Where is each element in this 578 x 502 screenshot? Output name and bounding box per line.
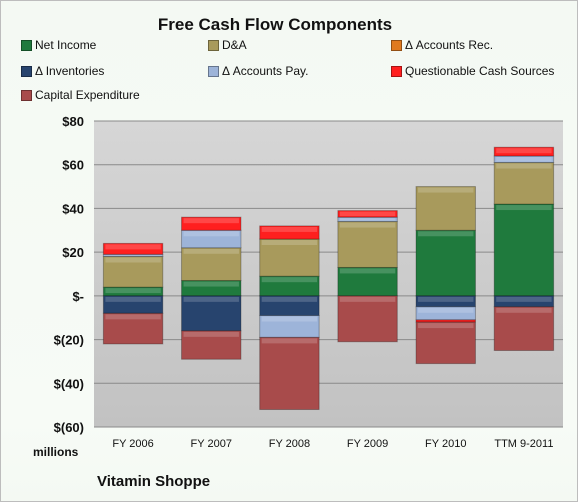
y-tick-label: $- xyxy=(72,289,84,304)
legend-label: Δ Accounts Rec. xyxy=(405,38,494,52)
legend-swatch xyxy=(391,40,402,51)
legend-swatch xyxy=(391,66,402,77)
chart-title: Free Cash Flow Components xyxy=(157,15,393,34)
y-axis-units-label: millions xyxy=(33,445,79,459)
bar-segment-highlight xyxy=(183,231,239,237)
bar-segment-highlight xyxy=(418,296,474,302)
bar-segment-highlight xyxy=(418,323,474,329)
bar-segment xyxy=(415,321,476,365)
bar-segment-highlight xyxy=(105,288,161,294)
bar-segment-highlight xyxy=(105,257,161,263)
bar-segment xyxy=(102,312,164,345)
bar-segment xyxy=(493,203,555,297)
bar-segment xyxy=(415,229,476,297)
bar-segment xyxy=(337,221,398,268)
bar-segment xyxy=(181,247,242,282)
legend-swatch xyxy=(21,40,32,51)
bar-segment-highlight xyxy=(496,163,552,169)
bar-segment-highlight xyxy=(418,307,474,313)
bar-segment-highlight xyxy=(183,218,239,224)
bar-segment xyxy=(259,225,320,240)
x-tick-label: FY 2009 xyxy=(347,438,388,450)
bar-segment xyxy=(181,216,242,231)
bar-segment-highlight xyxy=(261,277,318,283)
bar-segment-highlight xyxy=(261,296,318,302)
bar-segment xyxy=(259,238,320,277)
bar-segment-highlight xyxy=(339,296,396,302)
bar-segment-highlight xyxy=(261,316,318,322)
bar-segment xyxy=(102,256,164,288)
x-tick-label: FY 2007 xyxy=(191,438,232,450)
bar-segment-highlight xyxy=(105,314,161,320)
bar-segment-highlight xyxy=(339,222,396,228)
x-tick-label: FY 2006 xyxy=(112,438,153,450)
legend-swatch xyxy=(21,90,32,101)
legend-swatch xyxy=(208,66,219,77)
bar-segment xyxy=(493,306,555,351)
bar-segment-highlight xyxy=(183,296,239,302)
x-tick-label: TTM 9-2011 xyxy=(494,438,553,450)
y-tick-label: $80 xyxy=(62,114,84,129)
bar-segment-highlight xyxy=(261,240,318,246)
y-tick-label: $40 xyxy=(62,201,84,216)
bar-segment-highlight xyxy=(339,268,396,274)
bar-segment xyxy=(181,330,242,360)
bar-segment-highlight xyxy=(183,281,239,287)
bar-segment-highlight xyxy=(339,211,396,217)
legend-swatch xyxy=(208,40,219,51)
y-tick-label: $(60) xyxy=(54,420,84,435)
legend-label: D&A xyxy=(222,38,247,52)
bar-segment-highlight xyxy=(105,296,161,302)
bar-segment xyxy=(181,295,242,332)
bar-segment xyxy=(493,162,555,205)
legend-label: Δ Accounts Pay. xyxy=(222,64,309,78)
bar-segment-highlight xyxy=(496,148,552,154)
legend-label: Capital Expenditure xyxy=(35,88,140,102)
x-tick-label: FY 2008 xyxy=(269,438,310,450)
bar-segment-highlight xyxy=(496,307,552,313)
bar-segment-highlight xyxy=(105,244,161,250)
legend-label: Questionable Cash Sources xyxy=(405,64,555,78)
bar-segment-highlight xyxy=(496,205,552,211)
bar-segment-highlight xyxy=(339,218,396,221)
bar-segment xyxy=(259,336,320,411)
bar-segment-highlight xyxy=(496,156,552,162)
bar-segment xyxy=(415,319,476,323)
legend-label: Δ Inventories xyxy=(35,64,105,78)
bar-segment xyxy=(102,242,164,255)
legend-label: Net Income xyxy=(35,38,97,52)
bar-segment-highlight xyxy=(261,338,318,344)
bar-segment-highlight xyxy=(418,187,474,193)
y-tick-label: $(20) xyxy=(54,333,84,348)
bar-segment xyxy=(415,186,476,231)
bar-segment-highlight xyxy=(418,231,474,237)
bar-segment xyxy=(337,210,398,218)
y-tick-label: $60 xyxy=(62,158,84,173)
bar-segment xyxy=(493,146,555,157)
bar-segment-highlight xyxy=(183,248,239,254)
x-tick-label: FY 2010 xyxy=(425,438,466,450)
legend-swatch xyxy=(21,66,32,77)
company-name: Vitamin Shoppe xyxy=(97,473,211,490)
bar-segment-highlight xyxy=(261,226,318,232)
y-tick-label: $20 xyxy=(62,245,84,260)
plot-area xyxy=(94,121,563,427)
bar-segment-highlight xyxy=(183,331,239,337)
y-tick-label: $(40) xyxy=(54,376,84,391)
bar-segment xyxy=(337,295,398,343)
bar-segment-highlight xyxy=(496,296,552,302)
